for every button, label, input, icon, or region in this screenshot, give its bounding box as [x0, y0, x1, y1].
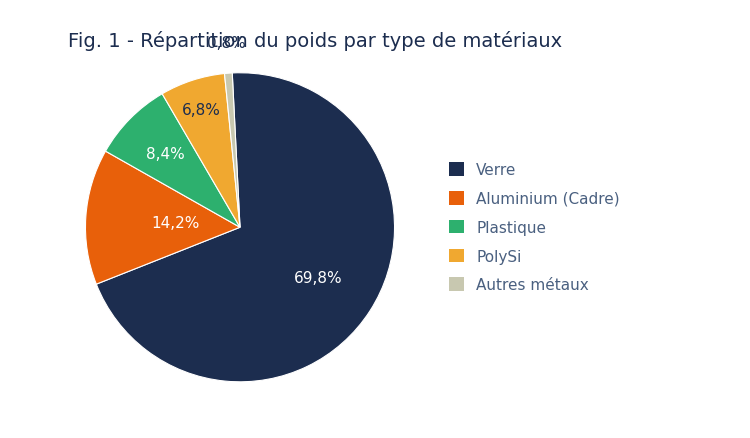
Wedge shape: [224, 74, 240, 228]
Text: 8,4%: 8,4%: [146, 147, 184, 162]
Wedge shape: [106, 95, 240, 228]
Text: 14,2%: 14,2%: [151, 216, 200, 231]
Text: 0,8%: 0,8%: [207, 36, 245, 51]
Text: Fig. 1 - Répartition du poids par type de matériaux: Fig. 1 - Répartition du poids par type d…: [68, 31, 562, 51]
Legend: Verre, Aluminium (Cadre), Plastique, PolySi, Autres métaux: Verre, Aluminium (Cadre), Plastique, Pol…: [448, 163, 620, 293]
Wedge shape: [86, 152, 240, 285]
Text: 6,8%: 6,8%: [182, 103, 221, 118]
Wedge shape: [162, 74, 240, 228]
Text: 69,8%: 69,8%: [294, 270, 342, 285]
Wedge shape: [96, 74, 394, 382]
